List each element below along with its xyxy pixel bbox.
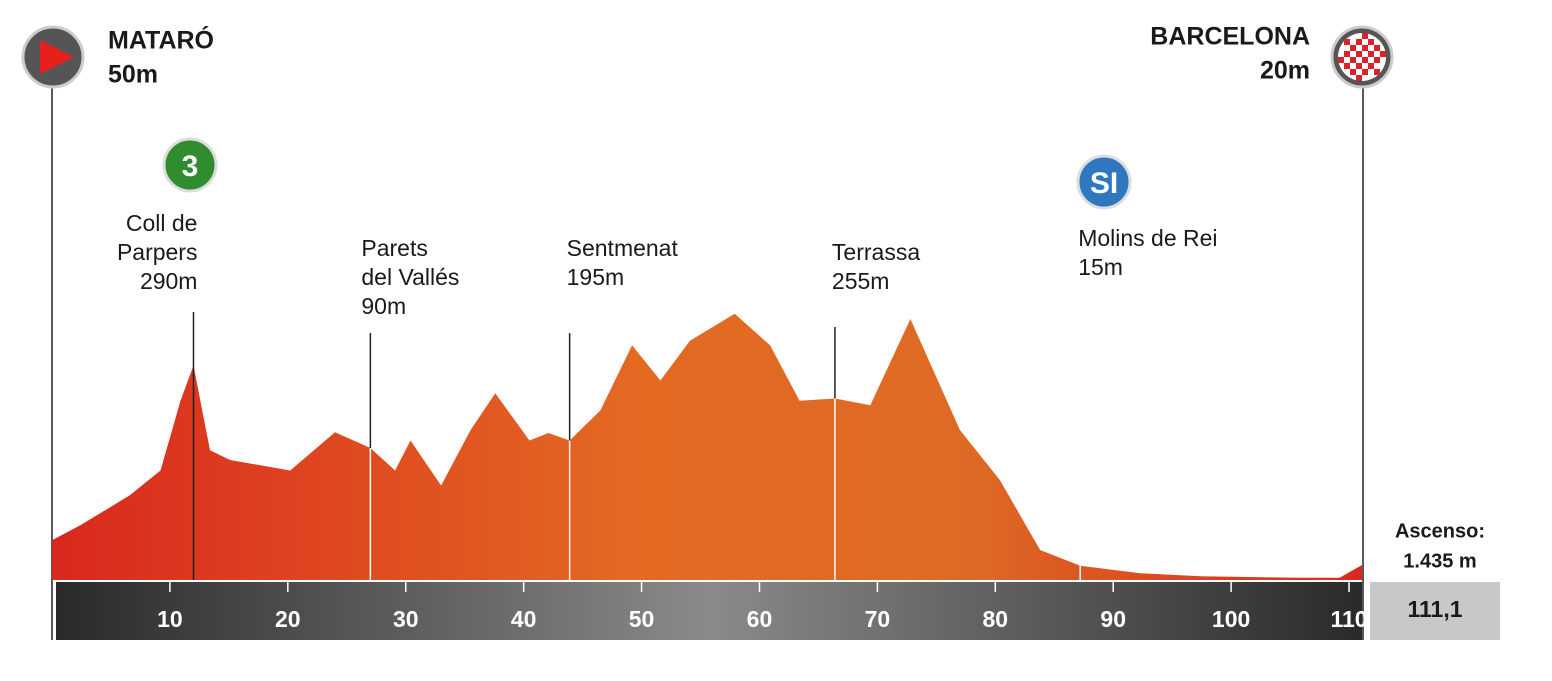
point-label: del Vallés	[361, 264, 459, 290]
checker	[1338, 57, 1344, 63]
checker	[1344, 39, 1350, 45]
checker	[1374, 69, 1380, 75]
x-tick-label: 110	[1330, 606, 1367, 632]
checker	[1356, 39, 1362, 45]
ascent: 1.435 m	[1403, 550, 1476, 572]
finish-name: BARCELONA	[1150, 23, 1310, 51]
badge	[1076, 154, 1132, 210]
elevation-area	[52, 313, 1362, 580]
point-label: Sentmenat	[567, 235, 679, 261]
checker	[1356, 51, 1362, 57]
start-arrow	[40, 40, 74, 74]
ascent-label: Ascenso:	[1395, 520, 1485, 542]
point-label: Parpers	[117, 239, 198, 265]
x-tick-label: 70	[865, 606, 891, 632]
checker	[1362, 33, 1368, 39]
checker	[1380, 51, 1386, 57]
finish-elevation: 20m	[1260, 57, 1310, 85]
point-label: Terrassa	[832, 239, 920, 265]
x-tick-label: 90	[1100, 606, 1126, 632]
point-label: Molins de Rei	[1078, 225, 1217, 251]
start-elevation: 50m	[108, 61, 158, 89]
badge	[162, 137, 218, 193]
badge-label: 3	[182, 150, 199, 183]
distance-box	[1370, 582, 1500, 640]
x-tick-label: 20	[275, 606, 301, 632]
checker	[1356, 63, 1362, 69]
x-tick-label: 10	[157, 606, 183, 632]
point-label: 90m	[361, 293, 406, 319]
badge-label: SI	[1090, 167, 1118, 200]
checker	[1368, 39, 1374, 45]
point-label: 290m	[140, 268, 198, 294]
checker	[1374, 57, 1380, 63]
x-tick-label: 50	[629, 606, 655, 632]
start-name: MATARÓ	[108, 25, 214, 55]
x-tick-label: 60	[747, 606, 773, 632]
checker	[1356, 75, 1362, 81]
checker	[1368, 63, 1374, 69]
checker	[1374, 45, 1380, 51]
checker	[1344, 63, 1350, 69]
x-tick-label: 100	[1212, 606, 1250, 632]
distance-bar	[56, 582, 1362, 640]
point-label: Parets	[361, 235, 427, 261]
checker	[1350, 45, 1356, 51]
x-tick-label: 40	[511, 606, 537, 632]
x-tick-label: 80	[982, 606, 1008, 632]
point-label: 255m	[832, 268, 890, 294]
checker	[1368, 51, 1374, 57]
checker	[1350, 69, 1356, 75]
x-tick-label: 30	[393, 606, 419, 632]
checker	[1350, 57, 1356, 63]
checker	[1362, 45, 1368, 51]
distance: 111,1	[1407, 596, 1462, 622]
checker	[1362, 69, 1368, 75]
point-label: 195m	[567, 264, 625, 290]
checker	[1344, 51, 1350, 57]
point-label: Coll de	[126, 210, 198, 236]
checker	[1362, 57, 1368, 63]
point-label: 15m	[1078, 254, 1123, 280]
